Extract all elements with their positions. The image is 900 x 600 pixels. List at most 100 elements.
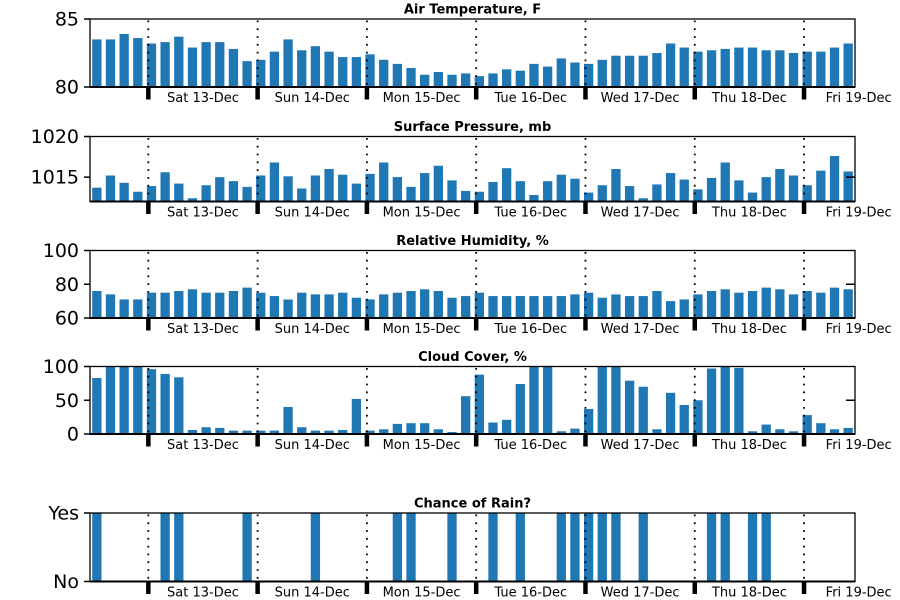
bar: [556, 174, 566, 202]
bar: [747, 291, 758, 318]
bar: [146, 369, 157, 434]
x-day-label: Wed 17-Dec: [601, 322, 680, 337]
bar: [488, 513, 498, 582]
bar: [720, 48, 730, 87]
day-boundary-tick: [692, 87, 698, 100]
bar: [542, 66, 553, 87]
bar: [228, 291, 239, 318]
x-day-label: Sat 13-Dec: [167, 438, 239, 453]
bar: [310, 294, 321, 319]
x-day-label: Thu 18-Dec: [711, 322, 787, 337]
bar: [474, 374, 484, 434]
bar: [542, 296, 553, 318]
bar: [802, 415, 812, 434]
bar: [174, 291, 184, 318]
bar: [761, 424, 771, 434]
y-tick-label: 100: [43, 356, 79, 378]
bar: [488, 296, 498, 318]
bar: [693, 294, 703, 319]
bar: [515, 296, 525, 318]
bar: [406, 186, 416, 202]
bar: [775, 289, 785, 318]
bar: [187, 47, 198, 87]
bar: [338, 292, 348, 318]
bar: [160, 292, 170, 318]
bar: [652, 291, 662, 318]
bar: [583, 513, 594, 582]
bar: [693, 51, 703, 87]
bar: [174, 513, 184, 582]
bar: [351, 57, 362, 87]
bar: [338, 57, 348, 87]
day-boundary-tick: [146, 201, 151, 214]
bar: [269, 162, 280, 202]
day-boundary-tick: [146, 87, 151, 100]
bar: [447, 180, 457, 202]
bar: [269, 51, 280, 87]
bar: [843, 289, 853, 318]
bar: [570, 62, 580, 87]
bar: [529, 195, 539, 202]
bar: [351, 398, 362, 434]
bar: [556, 513, 566, 582]
x-day-label: Thu 18-Dec: [711, 438, 787, 453]
bar: [734, 292, 744, 318]
x-day-label: Wed 17-Dec: [601, 91, 680, 106]
bar: [392, 177, 403, 202]
bar: [256, 59, 266, 87]
bar: [816, 51, 826, 87]
bar: [597, 59, 607, 87]
bar: [447, 513, 457, 582]
bar: [761, 287, 771, 319]
x-day-label: Sun 14-Dec: [275, 438, 350, 453]
bar: [297, 427, 307, 434]
bar: [611, 513, 621, 582]
bar: [392, 513, 403, 582]
bar: [542, 181, 553, 202]
day-boundary-tick: [364, 201, 370, 214]
day-boundary-tick: [473, 201, 479, 214]
bar: [92, 513, 102, 582]
day-boundary-tick: [692, 434, 698, 447]
bar: [215, 427, 225, 435]
bar: [392, 423, 403, 435]
y-tick-label: 50: [55, 390, 79, 412]
bar: [133, 191, 143, 202]
subplot-air-temperature-f: Sat 13-Dec Sun 14-Dec Mon 15-Dec Tue 16-Dec…: [55, 3, 892, 107]
x-day-label: Tue 16-Dec: [493, 91, 567, 106]
x-day-label: Sat 13-Dec: [167, 322, 239, 337]
bar: [529, 296, 539, 318]
y-tick-label: 80: [55, 77, 79, 99]
bar: [556, 58, 566, 87]
bar: [652, 53, 662, 87]
bar: [146, 186, 157, 202]
bar: [310, 46, 321, 87]
bar: [761, 177, 771, 202]
bar: [324, 51, 334, 87]
bar: [474, 76, 484, 87]
x-day-label: Sun 14-Dec: [275, 322, 350, 337]
bar: [679, 404, 689, 434]
bar: [515, 181, 525, 202]
bar: [146, 43, 157, 87]
y-tick-label: 85: [55, 9, 79, 31]
bar: [734, 180, 744, 202]
bar: [119, 299, 129, 318]
bar: [816, 170, 826, 202]
bar: [829, 47, 840, 87]
bar: [515, 513, 525, 582]
day-boundary-tick: [255, 581, 260, 594]
bar: [583, 292, 594, 318]
bar: [570, 513, 580, 582]
bar: [324, 430, 334, 435]
bar: [638, 198, 648, 202]
day-boundary-tick: [583, 87, 588, 100]
bar: [201, 292, 211, 318]
bar: [720, 162, 730, 202]
day-boundary-tick: [583, 434, 588, 447]
bar: [92, 187, 102, 202]
bar: [829, 156, 840, 202]
bar: [351, 297, 362, 318]
bar: [747, 513, 758, 582]
bar: [747, 431, 758, 434]
